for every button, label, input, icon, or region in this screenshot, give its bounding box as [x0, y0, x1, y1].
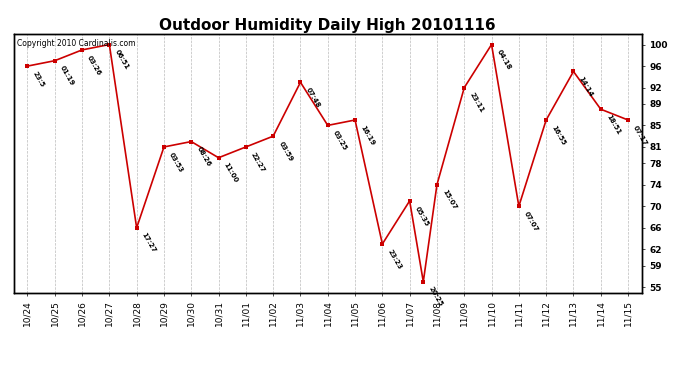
Text: 16:19: 16:19 — [359, 124, 375, 146]
Text: 18:51: 18:51 — [605, 113, 621, 135]
Text: 07:07: 07:07 — [523, 210, 540, 232]
Text: 23:5: 23:5 — [32, 70, 46, 88]
Text: 07:17: 07:17 — [632, 124, 649, 146]
Text: 06:51: 06:51 — [114, 49, 130, 71]
Text: 03:53: 03:53 — [168, 151, 184, 173]
Text: 16:55: 16:55 — [551, 124, 566, 146]
Text: 05:35: 05:35 — [414, 205, 430, 227]
Text: 03:59: 03:59 — [277, 140, 293, 162]
Text: 11:00: 11:00 — [223, 162, 239, 184]
Text: 04:18: 04:18 — [495, 49, 512, 71]
Text: 01:19: 01:19 — [59, 65, 75, 87]
Text: Copyright 2010 Cardinalis.com: Copyright 2010 Cardinalis.com — [17, 39, 135, 48]
Title: Outdoor Humidity Daily High 20101116: Outdoor Humidity Daily High 20101116 — [159, 18, 496, 33]
Text: 03:26: 03:26 — [86, 54, 102, 76]
Text: 20:25: 20:25 — [428, 286, 444, 308]
Text: 08:26: 08:26 — [195, 146, 212, 168]
Text: 03:25: 03:25 — [332, 129, 348, 152]
Text: 17:27: 17:27 — [141, 232, 157, 254]
Text: 14:14: 14:14 — [578, 76, 594, 98]
Text: 07:48: 07:48 — [304, 86, 321, 109]
Text: 23:23: 23:23 — [386, 248, 403, 270]
Text: 23:11: 23:11 — [469, 92, 484, 114]
Text: 22:27: 22:27 — [250, 151, 266, 173]
Text: 15:07: 15:07 — [441, 189, 457, 211]
